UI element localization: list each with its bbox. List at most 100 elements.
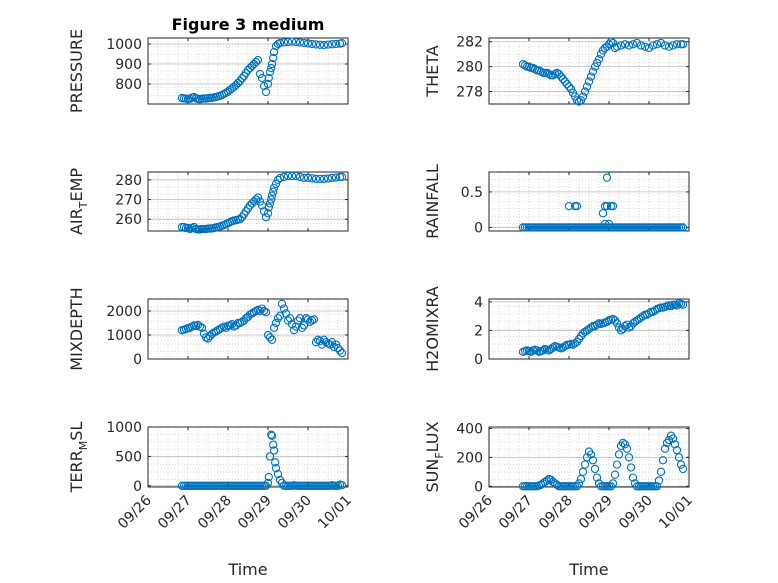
data-point bbox=[548, 71, 558, 80]
data-point bbox=[327, 40, 337, 49]
y-tick-label: 280 bbox=[456, 60, 483, 76]
data-point bbox=[602, 173, 612, 182]
data-point bbox=[574, 97, 584, 106]
data-point bbox=[311, 40, 321, 49]
data-point bbox=[331, 39, 341, 49]
data-point bbox=[237, 74, 247, 83]
subplot-air_temp: 260 270 280 AIRTEMP bbox=[67, 168, 349, 235]
data-point bbox=[660, 444, 670, 453]
data-point bbox=[648, 41, 658, 50]
axes-frame bbox=[488, 37, 690, 105]
data-point bbox=[259, 306, 269, 316]
data-point bbox=[592, 473, 602, 482]
data-point bbox=[307, 39, 317, 49]
y-tick-label: 0 bbox=[133, 352, 142, 368]
data-point bbox=[291, 171, 301, 181]
data-point bbox=[261, 213, 271, 222]
data-point bbox=[235, 76, 245, 86]
x-axis-label: Time bbox=[227, 560, 267, 579]
data-point bbox=[554, 69, 564, 79]
data-point bbox=[580, 87, 590, 96]
data-point bbox=[195, 322, 205, 331]
data-point bbox=[265, 333, 275, 342]
data-point bbox=[331, 173, 341, 182]
data-point bbox=[562, 79, 572, 89]
data-point bbox=[271, 179, 281, 188]
y-tick-label: 900 bbox=[115, 57, 142, 73]
data-point bbox=[626, 463, 636, 472]
data-point bbox=[636, 41, 646, 50]
data-point bbox=[267, 431, 277, 440]
data-point bbox=[325, 340, 335, 349]
data-point bbox=[337, 481, 347, 490]
data-point bbox=[542, 476, 552, 485]
data-point bbox=[265, 67, 275, 77]
data-point bbox=[612, 460, 622, 469]
data-point bbox=[297, 323, 307, 332]
data-point bbox=[656, 467, 666, 476]
data-point bbox=[227, 320, 237, 329]
data-point bbox=[678, 223, 688, 232]
data-point bbox=[215, 324, 225, 334]
data-point bbox=[187, 322, 197, 331]
data-point bbox=[624, 41, 634, 50]
data-point bbox=[644, 43, 654, 53]
data-point bbox=[264, 73, 273, 83]
data-point bbox=[313, 335, 323, 344]
data-point bbox=[660, 41, 670, 50]
data-point bbox=[267, 430, 276, 439]
data-point bbox=[265, 199, 275, 208]
data-point bbox=[327, 173, 337, 183]
data-point bbox=[261, 308, 271, 317]
data-point bbox=[572, 96, 582, 105]
data-point bbox=[267, 59, 277, 69]
data-point bbox=[217, 323, 227, 332]
subplot-pressure: 800 900 1000 PRESSURE Figure 3 medium bbox=[67, 15, 349, 113]
data-point bbox=[556, 72, 566, 81]
data-point bbox=[264, 203, 273, 212]
data-point bbox=[618, 438, 628, 448]
data-point bbox=[604, 40, 614, 49]
data-point bbox=[572, 201, 582, 211]
data-point bbox=[652, 40, 662, 49]
y-tick-label: 278 bbox=[456, 85, 483, 101]
data-point bbox=[664, 435, 674, 445]
data-point bbox=[608, 479, 618, 488]
data-point bbox=[295, 38, 305, 47]
data-point bbox=[283, 171, 293, 181]
data-point bbox=[291, 37, 301, 47]
data-point bbox=[610, 470, 620, 479]
data-point bbox=[666, 301, 676, 311]
data-point bbox=[231, 321, 241, 330]
data-point bbox=[612, 42, 622, 51]
data-point bbox=[317, 340, 327, 349]
y-axis-label: MIXDEPTH bbox=[67, 287, 86, 370]
data-point bbox=[235, 215, 245, 224]
data-point bbox=[578, 92, 588, 101]
data-point bbox=[255, 197, 265, 206]
data-point bbox=[614, 450, 624, 459]
data-point bbox=[275, 38, 285, 48]
data-point bbox=[329, 342, 339, 352]
data-point bbox=[253, 193, 263, 202]
y-axis-label: RAINFALL bbox=[423, 164, 442, 239]
data-point bbox=[632, 38, 642, 48]
data-point bbox=[564, 82, 574, 91]
data-point bbox=[249, 308, 259, 317]
data-point bbox=[590, 464, 600, 474]
subplot-theta: 278 280 282 THETA bbox=[423, 35, 690, 106]
data-point bbox=[303, 315, 313, 324]
y-tick-label: 4 bbox=[474, 295, 483, 311]
data-point bbox=[255, 306, 265, 316]
x-axis-label: Time bbox=[568, 560, 608, 579]
data-point bbox=[656, 38, 666, 48]
y-tick-label: 2 bbox=[474, 323, 483, 339]
data-point bbox=[628, 473, 638, 482]
data-point bbox=[678, 300, 688, 309]
data-point bbox=[588, 456, 598, 465]
data-point bbox=[299, 38, 309, 48]
y-tick-label: 1000 bbox=[106, 37, 142, 53]
data-point bbox=[264, 472, 273, 482]
data-point bbox=[267, 191, 277, 200]
data-point bbox=[608, 201, 618, 211]
